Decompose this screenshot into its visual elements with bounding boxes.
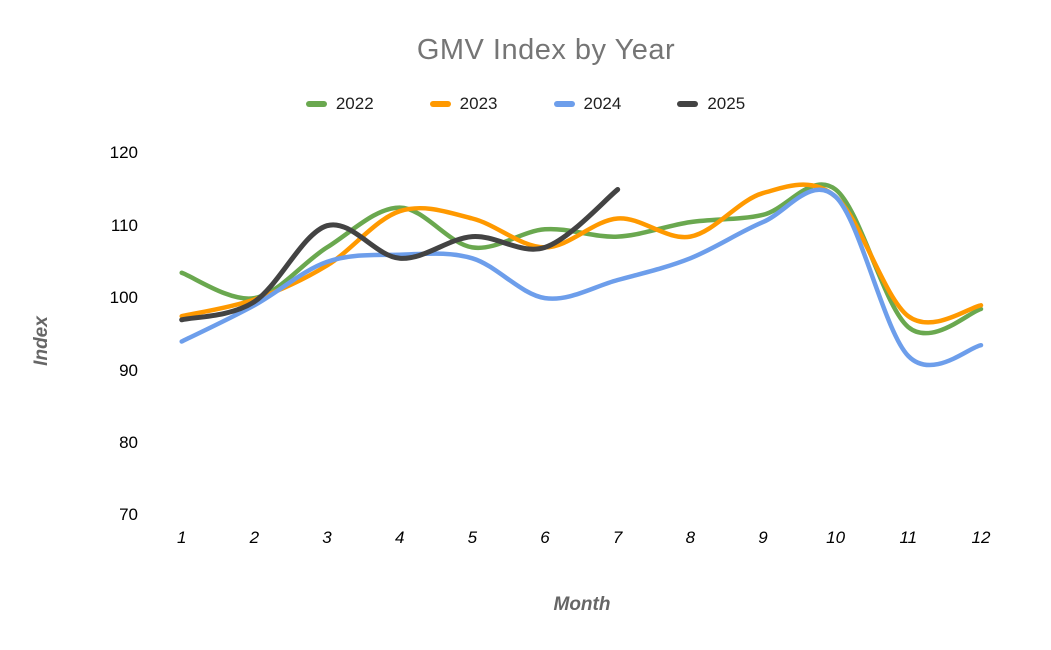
legend-item-2022: 2022 xyxy=(305,94,374,114)
legend-swatch-2022 xyxy=(305,101,327,107)
legend-item-2025: 2025 xyxy=(677,94,745,114)
y-tick-label: 110 xyxy=(110,215,138,235)
legend-label-2025: 2025 xyxy=(707,94,746,113)
y-tick-label: 80 xyxy=(119,432,138,452)
y-tick-label: 70 xyxy=(119,505,138,525)
x-tick-label: 11 xyxy=(899,528,918,547)
x-tick-label: 9 xyxy=(758,528,768,547)
x-tick-label: 5 xyxy=(467,528,478,547)
line-series-2023 xyxy=(179,182,984,325)
x-tick-label: 12 xyxy=(971,528,991,547)
legend-swatch-2024 xyxy=(553,101,575,107)
legend-label-2024: 2024 xyxy=(583,94,622,113)
chart-legend: 2022 2023 2024 2025 xyxy=(0,94,1051,114)
line-series-2024 xyxy=(179,187,984,368)
x-tick-label: 7 xyxy=(612,528,623,547)
x-tick-label: 4 xyxy=(394,528,405,547)
legend-label-2022: 2022 xyxy=(335,94,374,113)
legend-swatch-2025 xyxy=(677,101,699,107)
line-series-2022 xyxy=(179,182,984,336)
chart-title: GMV Index by Year xyxy=(416,34,676,66)
legend-item-2024: 2024 xyxy=(553,94,622,114)
line-series-2025 xyxy=(179,187,621,323)
y-tick-label: 90 xyxy=(119,360,138,380)
y-tick-label: 100 xyxy=(109,288,138,308)
x-tick-label: 2 xyxy=(249,528,260,547)
x-axis-title: Month xyxy=(553,594,611,615)
legend-label-2023: 2023 xyxy=(459,94,498,113)
x-tick-label: 8 xyxy=(685,528,696,547)
x-tick-label: 6 xyxy=(540,528,550,547)
legend-swatch-2023 xyxy=(429,101,451,107)
y-tick-label: 120 xyxy=(109,143,138,163)
x-tick-label: 10 xyxy=(826,528,846,547)
x-tick-label: 1 xyxy=(176,528,187,547)
legend-item-2023: 2023 xyxy=(429,94,498,114)
x-tick-label: 3 xyxy=(322,528,332,547)
